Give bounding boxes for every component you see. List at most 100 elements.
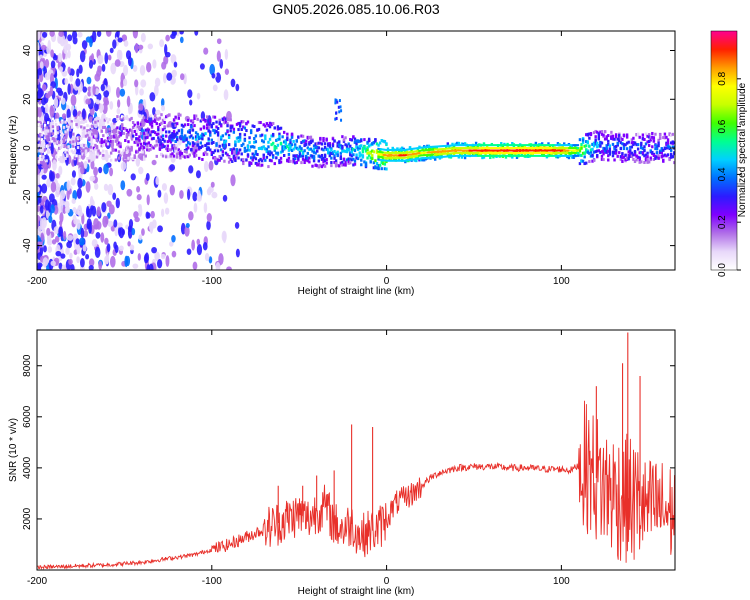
- spectrogram-cell: [71, 31, 78, 40]
- spectrogram-cell: [352, 147, 355, 151]
- spectrogram-cell: [213, 149, 217, 153]
- spectrogram-cell: [510, 147, 512, 150]
- spectrogram-cell: [125, 135, 129, 139]
- spectrogram-cell: [425, 156, 427, 159]
- spectrogram-cell: [349, 153, 352, 157]
- spectrogram-cell: [109, 47, 114, 54]
- spectrogram-cell: [124, 139, 127, 143]
- spectrogram-cell: [406, 156, 409, 159]
- spectrogram-cell: [594, 142, 597, 146]
- spectrogram-cell: [292, 157, 295, 161]
- spectrogram-cell: [136, 143, 140, 147]
- spectrogram-cell: [319, 155, 322, 159]
- spectrogram-cell: [577, 144, 580, 147]
- spectrogram-cell: [561, 151, 564, 154]
- spectrogram-cell: [92, 150, 96, 154]
- spectrogram-cell: [231, 159, 234, 163]
- spectrogram-cell: [245, 158, 248, 162]
- spectrogram-cell: [458, 149, 460, 152]
- spectrogram-cell: [51, 137, 55, 141]
- spectrogram-cell: [392, 149, 394, 152]
- spectrogram-cell: [519, 149, 522, 152]
- spectrogram-cell: [218, 253, 224, 265]
- spectrogram-cell: [592, 144, 596, 148]
- spectrogram-cell: [66, 108, 71, 120]
- spectrogram-cell: [58, 220, 63, 226]
- spectrogram-cell: [401, 151, 403, 154]
- spectrogram-cell: [76, 68, 80, 78]
- spectrogram-cell: [215, 261, 221, 270]
- spectrogram-cell: [128, 147, 132, 151]
- spectrogram-cell: [168, 155, 171, 159]
- spectrogram-cell: [338, 110, 341, 114]
- spectrogram-cell: [552, 147, 554, 150]
- spectrogram-cell: [122, 126, 125, 130]
- spectrogram-cell: [548, 144, 552, 148]
- spectrogram-cell: [630, 138, 634, 142]
- spectrogram-cell: [39, 132, 42, 136]
- spectrogram-cell: [187, 155, 190, 159]
- spectrogram-cell: [328, 151, 332, 155]
- spectrogram-cell: [557, 144, 560, 147]
- spectrogram-cell: [435, 153, 437, 156]
- spectrogram-cell: [497, 144, 500, 147]
- spectrogram-cell: [492, 152, 495, 156]
- spectrogram-cell: [282, 140, 286, 144]
- spectrogram-cell: [652, 136, 656, 140]
- spectrogram-cell: [47, 246, 53, 253]
- spectrogram-cell: [124, 151, 127, 155]
- spectrogram-cell: [59, 130, 62, 134]
- spectrogram-cell: [334, 161, 338, 165]
- spectrogram-cell: [54, 122, 58, 126]
- spectrogram-cell: [454, 154, 457, 157]
- spectrogram-cell: [575, 151, 577, 154]
- spectrogram-cell: [347, 157, 350, 161]
- spectrogram-cell: [120, 124, 124, 128]
- spectrogram-cell: [473, 147, 476, 151]
- spectrogram-cell: [596, 153, 599, 157]
- spectrogram-cell: [594, 138, 597, 142]
- spectrogram-cell: [533, 144, 536, 147]
- spectrogram-cell: [268, 158, 272, 162]
- spectrogram-cell: [638, 156, 641, 160]
- spectrogram-cell: [384, 156, 387, 159]
- spectrogram-cell: [530, 154, 532, 157]
- spectrogram-cell: [249, 145, 253, 149]
- spectrogram-cell: [383, 159, 386, 162]
- spectrogram-cell: [513, 147, 516, 150]
- spectrogram-cell: [474, 149, 477, 152]
- spectrogram-cell: [87, 91, 92, 97]
- snr-x-ticks: -200 -100 0 100: [27, 330, 570, 587]
- spectrogram-cell: [559, 144, 562, 147]
- spectrogram-cell: [481, 149, 483, 152]
- spectrogram-cell: [293, 161, 297, 165]
- spectrogram-cell: [155, 132, 158, 136]
- spectrogram-cell: [403, 159, 405, 162]
- spectrogram-cell: [259, 121, 262, 125]
- spectrogram-cell: [563, 142, 566, 146]
- spectrogram-cell: [335, 111, 338, 115]
- spectrogram-cell: [600, 157, 604, 161]
- spectrogram-cell: [433, 151, 436, 154]
- spectrogram-cell: [80, 125, 83, 129]
- spectrogram-cell: [484, 147, 486, 150]
- spectrogram-cell: [523, 151, 525, 154]
- spectrogram-cell: [528, 144, 530, 147]
- spectrogram-cell: [447, 150, 450, 153]
- spectrogram-cell: [193, 116, 196, 120]
- spectrogram-cell: [435, 145, 437, 148]
- spectrogram-cell: [417, 147, 419, 150]
- spectrogram-cell: [552, 149, 554, 152]
- spectrogram-cell: [281, 147, 284, 151]
- spectrogram-cell: [630, 141, 634, 145]
- spectrogram-cell: [475, 151, 478, 154]
- spectrogram-cell: [567, 151, 569, 154]
- spectrogram-cell: [655, 147, 659, 151]
- spectrogram-cell: [387, 149, 390, 152]
- spectrogram-cell: [537, 151, 540, 154]
- spectrogram-cell: [144, 118, 147, 122]
- spectrogram-cell: [500, 151, 502, 154]
- spectrogram-cell: [452, 147, 455, 150]
- spectrogram-cell: [168, 113, 171, 117]
- spectrogram-cell: [100, 141, 103, 145]
